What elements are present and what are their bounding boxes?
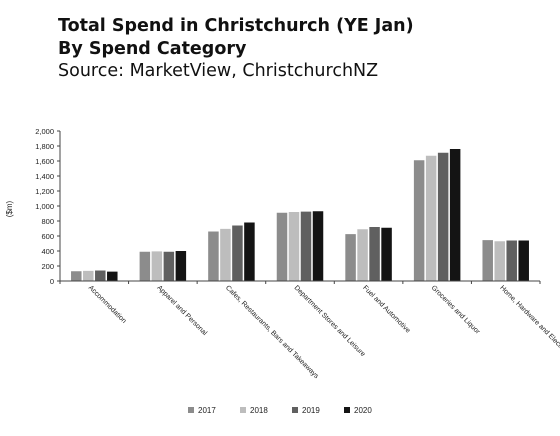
bar-2017 <box>71 271 82 281</box>
bar-2020 <box>518 240 529 281</box>
bar-2019 <box>437 152 449 281</box>
legend-swatch-2020 <box>344 407 350 413</box>
bar-2017 <box>139 251 151 281</box>
bar-2018 <box>357 229 368 281</box>
bar-2018 <box>83 270 94 281</box>
y-tick-label: 1,200 <box>35 187 54 196</box>
legend-swatch-2018 <box>240 407 246 413</box>
y-tick-label: 1,600 <box>35 157 54 166</box>
bar-2018 <box>220 228 231 281</box>
x-tick-label: Apparel and Personal <box>155 284 208 337</box>
y-tick-label: 1,000 <box>35 202 54 211</box>
legend-label-2019: 2019 <box>302 406 320 415</box>
legend-label-2020: 2020 <box>354 406 372 415</box>
x-axis: Accommodation Apparel and Personal Cafes, … <box>59 280 560 380</box>
bar-2020 <box>312 211 324 281</box>
bar-2017 <box>276 212 288 281</box>
bar-2017 <box>482 240 493 281</box>
y-tick-label: 600 <box>41 232 54 241</box>
y-tick-label: 1,800 <box>35 142 54 151</box>
y-axis-title: ($m) <box>5 200 14 217</box>
bar-2019 <box>506 240 517 281</box>
y-tick-label: 800 <box>41 217 54 226</box>
legend: 2017 2018 2019 2020 <box>188 406 372 415</box>
y-axis: 0 200 400 600 800 1,000 1,200 1,400 1,600 1,800 2,… <box>5 127 61 286</box>
chart-subtitle: Source: MarketView, ChristchurchNZ <box>58 61 379 81</box>
chart-title: Total Spend in Christchurch (YE Jan) By … <box>58 15 414 61</box>
legend-swatch-2019 <box>292 407 298 413</box>
bar-2019 <box>232 225 243 281</box>
bar-2020 <box>244 222 255 281</box>
x-tick-label: Department Stores and Leisure <box>293 284 367 358</box>
bar-2018 <box>494 241 505 281</box>
y-tick-label: 1,400 <box>35 172 54 181</box>
bars <box>71 149 529 281</box>
bar-2020 <box>449 149 461 281</box>
bar-2019 <box>369 227 380 281</box>
x-tick-label: Accommodation <box>87 284 128 325</box>
bar-2017 <box>413 160 425 281</box>
y-tick-label: 400 <box>41 247 54 256</box>
bar-2019 <box>300 211 312 281</box>
bar-2018 <box>425 155 437 281</box>
x-tick-label: Groceries and Liquor <box>430 284 482 336</box>
legend-swatch-2017 <box>188 407 194 413</box>
bar-2019 <box>95 270 106 281</box>
legend-label-2017: 2017 <box>198 406 216 415</box>
title-line-2: By Spend Category <box>58 39 247 59</box>
bar-2018 <box>151 251 163 281</box>
bar-2017 <box>208 231 219 281</box>
bar-2020 <box>107 271 118 281</box>
bar-2019 <box>163 251 175 281</box>
bar-2020 <box>381 227 392 281</box>
x-tick-label: Fuel and Automotive <box>361 284 411 334</box>
y-tick-label: 0 <box>50 277 54 286</box>
title-line-1: Total Spend in Christchurch (YE Jan) <box>58 16 414 36</box>
bar-2018 <box>288 212 300 281</box>
x-tick-label: Home, Hardware and Electrical <box>498 284 560 358</box>
bar-2020 <box>175 251 187 281</box>
legend-label-2018: 2018 <box>250 406 268 415</box>
y-tick-label: 2,000 <box>35 127 54 136</box>
y-tick-label: 200 <box>41 262 54 271</box>
bar-2017 <box>345 234 356 281</box>
